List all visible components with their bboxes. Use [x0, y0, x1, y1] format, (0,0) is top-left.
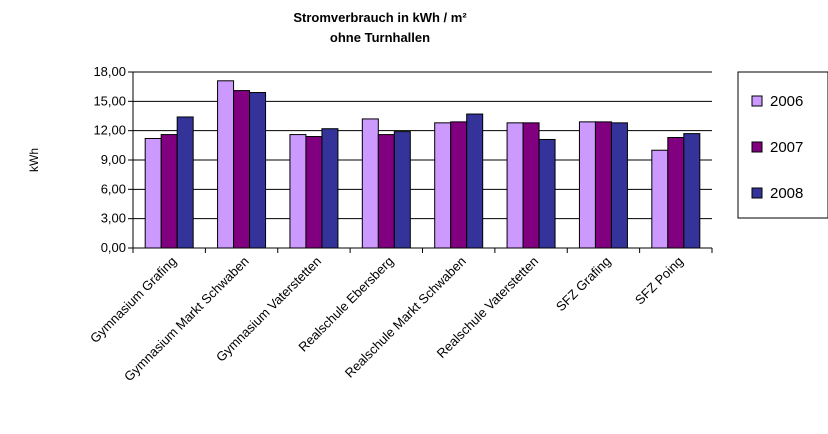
y-tick-label: 3,00 — [101, 211, 126, 226]
y-tick-label: 15,00 — [93, 93, 126, 108]
bar-2008 — [610, 122, 628, 249]
x-tick-label: SFZ Poing — [632, 254, 686, 308]
bar-2006 — [289, 134, 307, 249]
x-tick-label: Realschule Markt Schwaben — [342, 254, 469, 381]
y-tick-label: 6,00 — [101, 181, 126, 196]
bar-2006 — [651, 149, 669, 249]
bar-2006 — [361, 118, 379, 249]
legend-swatch-2007 — [751, 141, 763, 153]
bar-2008 — [321, 128, 339, 249]
y-tick-label: 9,00 — [101, 152, 126, 167]
bar-2007 — [233, 90, 251, 249]
bar-2008 — [393, 131, 411, 249]
bar-2006 — [578, 121, 596, 249]
bar-2007 — [522, 122, 540, 249]
bar-2006 — [217, 80, 235, 249]
bar-2007 — [594, 121, 612, 249]
bar-2008 — [538, 138, 556, 249]
legend: 2006 2007 2008 — [737, 71, 828, 219]
bar-2008 — [466, 113, 484, 249]
bar-2008 — [683, 133, 701, 249]
bar-2007 — [305, 136, 323, 249]
legend-label-2007: 2007 — [770, 139, 803, 156]
bar-2007 — [667, 137, 685, 249]
bar-2008 — [249, 92, 267, 249]
y-tick-label: 18,00 — [93, 64, 126, 79]
chart-subtitle: ohne Turnhallen — [330, 30, 430, 45]
x-tick-label: Gymnasium Markt Schwaben — [121, 254, 252, 385]
x-tick-label: SFZ Grafing — [553, 254, 614, 315]
bar-2007 — [377, 134, 395, 249]
bar-2007 — [450, 121, 468, 249]
plot-area: 0,00 3,00 6,00 9,00 12,00 15,00 18,00 Gymnasium… — [87, 64, 713, 385]
legend-swatch-2006 — [751, 95, 763, 107]
legend-label-2008: 2008 — [770, 185, 803, 202]
bar-2006 — [144, 137, 162, 249]
legend-label-2006: 2006 — [770, 93, 803, 110]
y-tick-label: 0,00 — [101, 240, 126, 255]
bar-2007 — [160, 134, 178, 249]
legend-swatch-2008 — [751, 187, 763, 199]
chart-title: Stromverbrauch in kWh / m² — [293, 10, 467, 25]
bar-2006 — [434, 122, 452, 249]
bar-2006 — [506, 122, 524, 249]
bar-2008 — [176, 116, 194, 249]
y-axis-label: kWh — [27, 148, 41, 172]
y-tick-label: 12,00 — [93, 123, 126, 138]
